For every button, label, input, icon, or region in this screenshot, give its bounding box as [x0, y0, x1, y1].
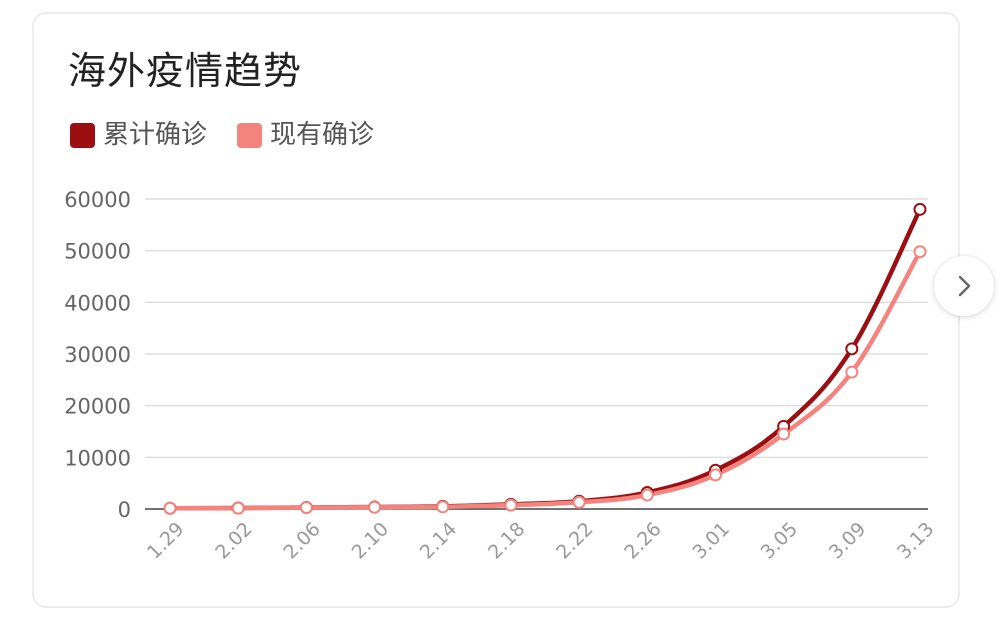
- next-chart-button[interactable]: [934, 256, 994, 316]
- data-point-cumulative: [845, 342, 859, 356]
- y-tick-label: 20000: [64, 395, 131, 419]
- x-tick-label: 2.10: [348, 518, 393, 563]
- x-tick-label: 3.05: [757, 518, 802, 563]
- legend-item-current: 现有确诊: [237, 122, 374, 148]
- x-tick-label: 1.29: [143, 518, 188, 563]
- x-tick-label: 3.01: [688, 518, 733, 563]
- chart-legend: 累计确诊 现有确诊: [70, 122, 404, 148]
- y-tick-label: 60000: [64, 188, 131, 212]
- data-point-current: [231, 501, 245, 515]
- data-point-current: [368, 500, 382, 514]
- data-point-current: [777, 427, 791, 441]
- legend-label-cumulative: 累计确诊: [103, 120, 208, 150]
- data-point-current: [572, 495, 586, 509]
- y-tick-label: 50000: [64, 240, 131, 264]
- data-point-current: [163, 501, 177, 515]
- y-tick-label: 10000: [64, 446, 131, 470]
- data-point-current: [299, 501, 313, 515]
- legend-swatch-current: [237, 122, 263, 148]
- chart-title: 海外疫情趋势: [68, 49, 303, 93]
- data-point-current: [913, 245, 927, 259]
- data-point-cumulative: [913, 202, 927, 216]
- x-tick-label: 2.14: [416, 518, 461, 563]
- y-tick-label: 30000: [64, 343, 131, 367]
- y-tick-label: 0: [118, 498, 131, 522]
- series-line-current: [167, 249, 923, 511]
- y-tick-label: 40000: [64, 291, 131, 315]
- x-tick-label: 3.13: [893, 518, 938, 563]
- legend-item-cumulative: 累计确诊: [70, 122, 207, 148]
- x-tick-label: 2.02: [211, 518, 256, 563]
- data-point-current: [708, 468, 722, 482]
- data-point-current: [436, 500, 450, 514]
- x-tick-label: 2.26: [620, 518, 665, 563]
- series-line-cumulative: [167, 207, 923, 511]
- chevron-right-icon: [958, 275, 971, 297]
- data-point-current: [640, 488, 654, 502]
- legend-label-current: 现有确诊: [270, 120, 375, 150]
- data-point-current: [504, 498, 518, 512]
- x-tick-label: 2.06: [279, 518, 324, 563]
- data-point-current: [845, 365, 859, 379]
- x-tick-label: 3.09: [825, 518, 870, 563]
- legend-swatch-cumulative: [70, 122, 95, 148]
- x-tick-label: 2.22: [552, 518, 597, 563]
- x-tick-label: 2.18: [484, 518, 529, 563]
